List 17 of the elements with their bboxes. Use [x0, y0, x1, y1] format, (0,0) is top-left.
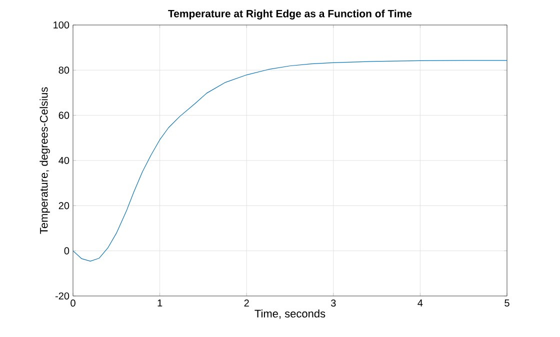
x-tick-label: 3 — [330, 300, 336, 307]
y-tick-label: 60 — [58, 112, 70, 119]
line-series — [73, 60, 507, 262]
y-tick-label: -20 — [55, 292, 70, 300]
x-tick-label: 5 — [504, 300, 510, 306]
x-tick-label: 0 — [70, 300, 76, 307]
y-tick-label: 100 — [54, 21, 70, 29]
y-axis-title: Temperature, degrees-Celsius — [40, 87, 50, 234]
y-tick-label: 80 — [58, 66, 70, 74]
x-tick-label: 1 — [158, 300, 162, 306]
chart-title: Temperature at Right Edge as a Function of Time — [168, 10, 412, 20]
x-tick-label: 2 — [244, 300, 249, 306]
y-tick-label: 40 — [58, 156, 70, 164]
y-tick-label: 20 — [58, 202, 70, 210]
x-axis-title: Time, seconds — [254, 309, 326, 319]
y-tick-label: 0 — [64, 247, 70, 254]
x-tick-label: 4 — [418, 300, 423, 306]
